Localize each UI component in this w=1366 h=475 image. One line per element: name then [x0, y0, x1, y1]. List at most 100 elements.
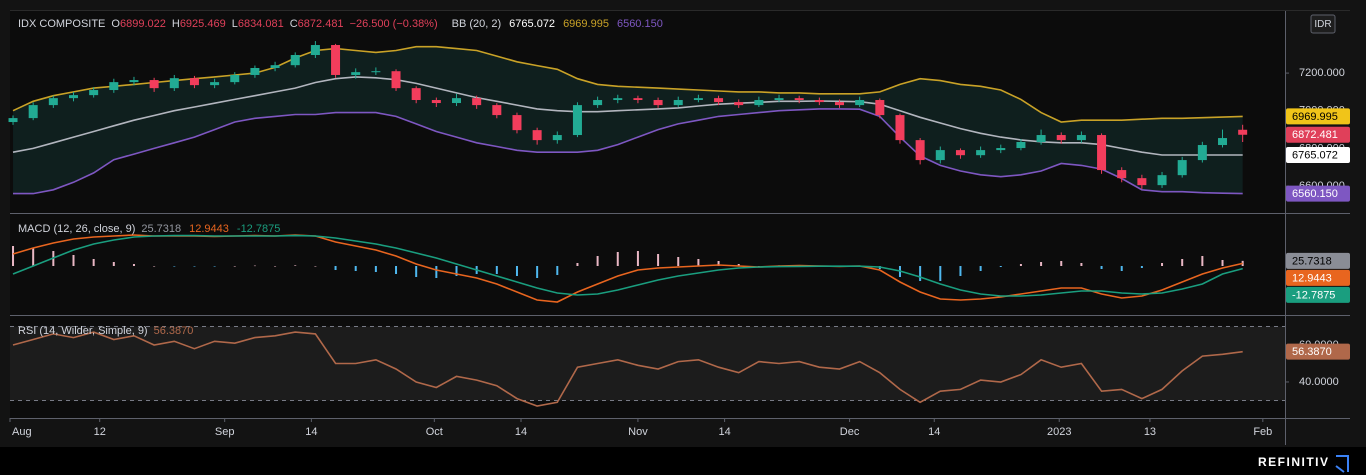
histogram-bar [1221, 260, 1224, 266]
histogram-bar [1080, 263, 1083, 266]
price-badge-label: 6969.995 [1292, 111, 1338, 123]
footer [0, 447, 1366, 475]
histogram-bar [495, 266, 498, 274]
candle-body [109, 82, 119, 91]
price-badge-label: 25.7318 [1292, 255, 1332, 267]
candle-body [1218, 138, 1228, 146]
x-tick-label: 2023 [1047, 426, 1071, 438]
legend-item: 6969.995 [563, 18, 609, 30]
legend-item: O [111, 18, 120, 30]
legend-item: 6765.072 [509, 18, 555, 30]
histogram-bar [1140, 266, 1143, 268]
histogram-bar [213, 266, 216, 267]
candle-body [814, 100, 824, 103]
candle-body [1036, 135, 1046, 143]
histogram-bar [1201, 256, 1204, 266]
histogram-bar [677, 257, 680, 266]
histogram-bar [92, 259, 95, 266]
x-tick-label: 14 [928, 426, 940, 438]
x-tick-label: Nov [628, 426, 648, 438]
y-tick-label: 40.0000 [1299, 376, 1339, 388]
rsi-line [12, 331, 1243, 407]
candle-body [653, 100, 663, 106]
candle-body [290, 55, 300, 66]
histogram-bar [153, 266, 156, 267]
candle-body [129, 80, 139, 83]
candle-body [673, 100, 683, 106]
legend-item: BB (20, 2) [452, 18, 502, 30]
price-badge-label: 6560.150 [1292, 188, 1338, 200]
candle-body [89, 90, 99, 96]
histogram-bar [556, 266, 559, 275]
legend-item: 6834.081 [238, 18, 284, 30]
brand-logo [1335, 455, 1349, 473]
candle-body [1076, 135, 1086, 141]
histogram-bar [515, 266, 518, 276]
candle-body [996, 148, 1006, 151]
candle-body [1157, 175, 1167, 186]
candle-body [411, 88, 421, 101]
histogram-bar [939, 266, 942, 281]
candle-body [431, 100, 441, 104]
histogram-bar [1120, 266, 1123, 271]
candle-body [331, 45, 341, 75]
candle-body [1238, 129, 1248, 135]
histogram-bar [1040, 262, 1043, 266]
legend-item: MACD (12, 26, close, 9) [18, 223, 135, 235]
legend-item: 6872.481 [298, 18, 344, 30]
x-tick-label: Dec [840, 426, 860, 438]
candle-body [492, 105, 502, 116]
price-badge [1286, 108, 1350, 125]
candle-body [149, 80, 159, 89]
histogram-bar [415, 266, 418, 277]
histogram-bar [253, 265, 256, 267]
price-badge [1286, 185, 1350, 202]
candle-body [855, 100, 865, 106]
x-tick-label: 14 [718, 426, 730, 438]
histogram-bar [1019, 264, 1022, 266]
candle-body [28, 105, 38, 119]
legend: IDX COMPOSITE O6899.022 H6925.469 L6834.081… [18, 18, 663, 30]
candle-body [794, 98, 804, 101]
histogram-bar [193, 266, 196, 267]
legend-item: -12.7875 [237, 223, 280, 235]
x-tick-label: 14 [515, 426, 527, 438]
histogram-bar [314, 266, 317, 267]
histogram-bar [72, 255, 75, 266]
histogram-bar [395, 266, 398, 274]
x-tick-label: Oct [426, 426, 443, 438]
candle-body [371, 71, 381, 73]
candle-body [1016, 142, 1026, 149]
price-badge-label: 12.9443 [1292, 272, 1332, 284]
x-tick-label: 14 [305, 426, 317, 438]
candle-body [754, 100, 764, 106]
candle-body [270, 65, 280, 68]
histogram-bar [919, 266, 922, 281]
histogram-bar [657, 254, 660, 266]
histogram-bar [576, 263, 579, 266]
histogram-bar [455, 266, 458, 276]
rsi-band [10, 326, 1285, 401]
candle-body [734, 102, 744, 106]
candle-body [935, 150, 945, 161]
candle-body [1197, 145, 1207, 161]
histogram-bar [959, 266, 962, 276]
candle-body [310, 45, 320, 56]
histogram-bar [536, 266, 539, 278]
y-tick-label: 7200.000 [1299, 67, 1345, 79]
candle-body [895, 115, 905, 141]
candle-body [835, 102, 845, 106]
histogram-bar [1181, 259, 1184, 266]
legend-item: 12.9443 [189, 223, 229, 235]
histogram-bar [999, 266, 1002, 267]
histogram-bar [1100, 266, 1103, 269]
histogram-bar [294, 265, 297, 266]
price-badge-label: 56.3870 [1292, 346, 1332, 358]
histogram-bar [1060, 261, 1063, 266]
candle-body [452, 98, 462, 104]
price-badge [1286, 343, 1350, 360]
legend-item: −26.500 (−0.38%) [350, 18, 438, 30]
candle-body [955, 150, 965, 156]
